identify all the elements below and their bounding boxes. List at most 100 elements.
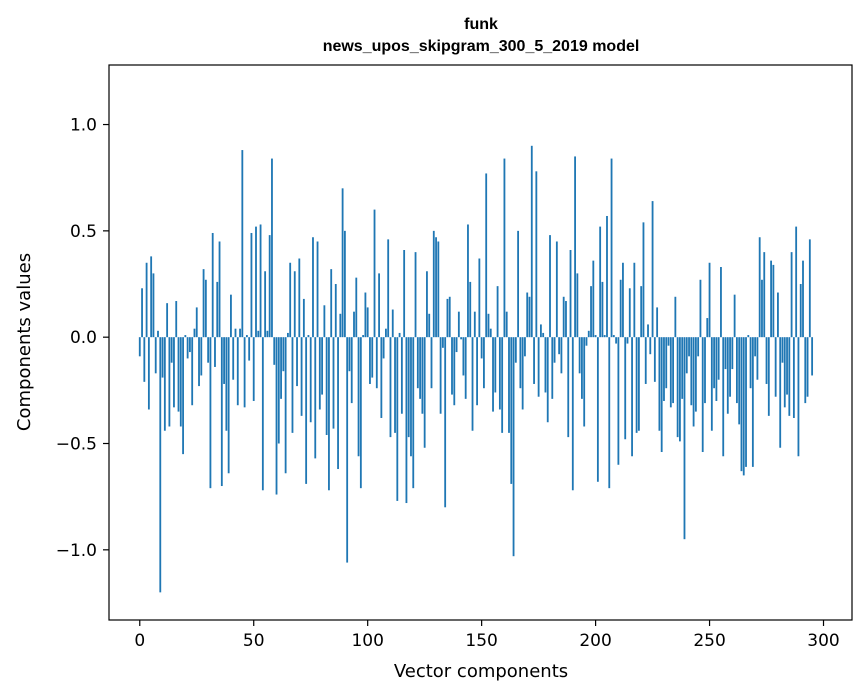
bar-110	[389, 337, 392, 438]
bar-276	[767, 337, 770, 416]
bar-263	[738, 337, 741, 425]
bar-147	[473, 311, 476, 338]
bar-10	[161, 337, 164, 378]
bar-124	[421, 337, 424, 414]
bar-186	[562, 296, 565, 338]
bar-109	[387, 239, 390, 338]
bar-237	[679, 337, 681, 442]
bar-251	[710, 337, 713, 431]
bar-123	[419, 337, 422, 399]
bar-36	[220, 337, 223, 487]
bar-229	[660, 337, 663, 453]
bar-48	[248, 337, 251, 361]
bar-214	[626, 337, 629, 344]
bar-13	[168, 337, 171, 427]
bar-68	[293, 271, 296, 338]
bar-85	[332, 337, 335, 429]
bar-5	[150, 256, 153, 338]
bar-6	[152, 273, 155, 338]
bar-233	[669, 337, 672, 408]
bar-122	[416, 337, 419, 389]
bar-34	[216, 281, 219, 338]
bar-273	[761, 279, 763, 338]
bar-1	[141, 288, 143, 338]
bar-95	[355, 277, 358, 338]
bar-293	[806, 337, 809, 397]
bar-284	[786, 337, 788, 395]
x-tick-label: 50	[243, 631, 265, 651]
bar-119	[410, 337, 412, 457]
x-tick-label: 0	[134, 631, 145, 651]
bar-113	[396, 337, 399, 501]
bar-197	[587, 330, 590, 338]
bar-174	[535, 171, 538, 338]
bar-183	[555, 241, 558, 338]
bar-227	[656, 307, 659, 338]
bar-236	[676, 337, 679, 438]
bar-49	[250, 232, 253, 338]
bar-281	[779, 337, 782, 448]
bar-14	[170, 337, 173, 363]
chart-title: funk	[464, 16, 498, 33]
bar-92	[348, 337, 351, 372]
bar-176	[539, 324, 542, 338]
bar-94	[353, 311, 355, 338]
bar-177	[542, 332, 545, 338]
bar-90	[343, 230, 346, 338]
bar-166	[517, 230, 520, 338]
bar-144	[467, 224, 469, 338]
bar-243	[692, 337, 695, 427]
bar-126	[426, 271, 428, 338]
bar-120	[412, 337, 415, 489]
bar-42	[234, 328, 237, 338]
bar-225	[651, 201, 654, 338]
bar-182	[553, 337, 556, 363]
bar-159	[501, 337, 504, 433]
bar-212	[622, 262, 624, 338]
bar-215	[628, 288, 631, 338]
bar-202	[599, 226, 602, 338]
bar-78	[316, 241, 319, 338]
y-tick-label: 0.0	[70, 328, 97, 348]
bar-66	[289, 262, 292, 338]
bar-22	[189, 337, 191, 353]
bar-172	[530, 145, 533, 338]
bar-57	[268, 235, 271, 338]
bar-211	[619, 279, 622, 338]
bar-285	[788, 337, 791, 416]
bar-193	[578, 337, 581, 374]
bar-230	[663, 337, 665, 401]
bar-210	[617, 337, 620, 465]
bar-30	[207, 337, 210, 363]
bar-238	[681, 337, 684, 399]
bar-201	[596, 337, 599, 482]
bar-21	[186, 337, 189, 359]
bar-247	[701, 337, 704, 453]
bar-267	[747, 335, 750, 338]
bar-69	[296, 337, 298, 387]
bar-260	[731, 337, 734, 370]
bar-286	[790, 252, 793, 338]
bar-217	[633, 262, 636, 338]
bar-107	[382, 337, 385, 359]
bar-269	[751, 337, 754, 467]
bar-254	[717, 337, 720, 380]
bar-15	[173, 337, 175, 408]
bar-84	[330, 269, 333, 338]
bar-156	[494, 337, 497, 393]
bar-80	[321, 337, 324, 395]
bar-255	[720, 267, 722, 338]
bar-262	[735, 337, 738, 404]
bar-17	[177, 337, 180, 412]
bar-241	[688, 337, 690, 357]
bar-232	[667, 337, 670, 346]
bar-98	[362, 335, 365, 338]
bar-231	[665, 337, 668, 389]
bar-153	[487, 313, 490, 338]
bar-28	[202, 269, 205, 338]
y-tick-label: −0.5	[56, 435, 97, 455]
bar-207	[610, 158, 613, 338]
bar-67	[291, 337, 294, 433]
bar-245	[697, 337, 700, 357]
